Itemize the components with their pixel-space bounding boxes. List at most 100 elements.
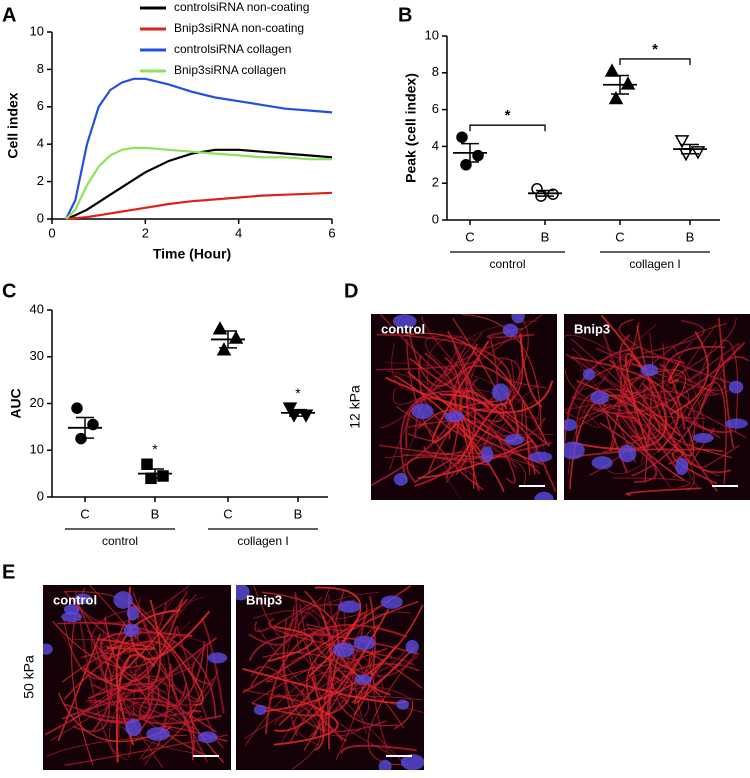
image-content bbox=[564, 314, 749, 496]
actin-fiber bbox=[277, 693, 322, 770]
nucleus bbox=[534, 491, 554, 500]
panel-label: D bbox=[344, 280, 358, 302]
actin-fiber bbox=[406, 338, 484, 491]
actin-fiber bbox=[327, 612, 364, 750]
significance-star: * bbox=[152, 441, 158, 457]
actin-fiber bbox=[564, 402, 600, 428]
nucleus bbox=[207, 652, 228, 664]
actin-fiber bbox=[109, 594, 197, 761]
actin-fiber bbox=[700, 356, 749, 410]
error-bar bbox=[536, 189, 554, 197]
legend-label: controlsiRNA non-coating bbox=[174, 0, 309, 14]
actin-fiber bbox=[308, 650, 375, 738]
actin-fiber bbox=[74, 585, 190, 624]
actin-fiber bbox=[253, 610, 322, 696]
actin-fiber bbox=[254, 600, 316, 632]
actin-fiber bbox=[494, 431, 516, 484]
actin-fiber bbox=[625, 487, 702, 496]
x-tick-label: 4 bbox=[235, 225, 242, 240]
actin-fiber bbox=[698, 340, 734, 396]
nucleus bbox=[564, 418, 577, 431]
actin-fiber bbox=[659, 363, 686, 431]
actin-fiber bbox=[191, 647, 213, 686]
actin-fiber bbox=[97, 638, 156, 651]
nucleus bbox=[393, 473, 408, 486]
nucleus bbox=[197, 731, 218, 744]
data-point bbox=[228, 330, 244, 344]
actin-fiber bbox=[262, 652, 405, 729]
actin-fiber bbox=[268, 626, 314, 662]
actin-fiber bbox=[104, 598, 188, 682]
actin-fiber bbox=[50, 663, 196, 741]
actin-fiber bbox=[662, 346, 725, 492]
actin-fiber bbox=[465, 356, 539, 468]
actin-fiber bbox=[386, 370, 517, 471]
actin-fiber bbox=[138, 637, 222, 725]
actin-fiber bbox=[645, 394, 747, 439]
nucleus bbox=[236, 585, 250, 601]
y-tick-label: 10 bbox=[30, 442, 44, 457]
actin-fiber bbox=[115, 609, 181, 746]
x-tick-label: C bbox=[223, 506, 232, 521]
actin-fiber bbox=[117, 640, 196, 751]
tile-label: control bbox=[53, 592, 97, 607]
actin-fiber bbox=[687, 342, 740, 382]
nucleus bbox=[582, 368, 595, 381]
actin-fiber bbox=[128, 598, 204, 706]
data-point bbox=[157, 470, 169, 482]
nucleus bbox=[725, 418, 748, 429]
nucleus bbox=[253, 704, 267, 715]
actin-fiber bbox=[414, 333, 528, 438]
y-tick-label: 8 bbox=[37, 61, 44, 76]
y-axis-title: Peak (cell index) bbox=[403, 73, 419, 183]
actin-fiber bbox=[268, 695, 319, 710]
actin-fiber bbox=[409, 335, 478, 387]
nucleus bbox=[528, 451, 553, 463]
actin-fiber bbox=[406, 456, 489, 483]
actin-fiber bbox=[658, 423, 733, 459]
data-point bbox=[620, 76, 636, 90]
actin-fiber bbox=[400, 390, 466, 484]
nucleus bbox=[126, 605, 139, 621]
y-tick-label: 2 bbox=[37, 173, 44, 188]
actin-fiber bbox=[624, 353, 648, 446]
x-tick-label: 6 bbox=[328, 225, 335, 240]
actin-fiber bbox=[353, 596, 376, 716]
y-tick-label: 30 bbox=[30, 348, 44, 363]
actin-fiber bbox=[248, 633, 420, 661]
x-axis-title: Time (Hour) bbox=[153, 246, 231, 262]
x-tick-label: 2 bbox=[142, 225, 149, 240]
nucleus bbox=[123, 623, 140, 638]
group-label: collagen I bbox=[237, 534, 288, 548]
data-point bbox=[212, 321, 228, 335]
actin-fiber bbox=[330, 589, 398, 727]
actin-fiber bbox=[296, 617, 412, 770]
actin-fiber bbox=[576, 391, 696, 470]
actin-fiber bbox=[718, 317, 735, 449]
panel-label: B bbox=[398, 4, 412, 26]
actin-fiber bbox=[571, 332, 654, 393]
nucleus bbox=[481, 446, 494, 463]
actin-fiber bbox=[169, 664, 188, 702]
significance-bracket bbox=[619, 58, 691, 65]
panel-label: E bbox=[2, 561, 15, 583]
actin-fiber bbox=[668, 360, 681, 384]
actin-fiber bbox=[112, 720, 205, 755]
group-label: control bbox=[489, 257, 525, 271]
actin-fiber bbox=[340, 744, 417, 754]
tile-label: Bnip3 bbox=[574, 321, 610, 336]
nucleus bbox=[146, 727, 170, 741]
nucleus bbox=[564, 441, 585, 460]
image-content bbox=[371, 314, 557, 500]
y-tick-label: 4 bbox=[432, 138, 439, 153]
actin-fiber bbox=[139, 713, 177, 766]
actin-fiber bbox=[327, 695, 423, 757]
nucleus bbox=[337, 600, 361, 613]
series-line bbox=[65, 148, 333, 221]
actin-fiber bbox=[457, 402, 508, 465]
actin-fiber bbox=[289, 663, 420, 744]
data-point bbox=[282, 402, 298, 416]
x-tick-label: C bbox=[465, 229, 474, 244]
y-axis-title: Cell index bbox=[5, 92, 21, 158]
y-tick-label: 40 bbox=[30, 301, 44, 316]
